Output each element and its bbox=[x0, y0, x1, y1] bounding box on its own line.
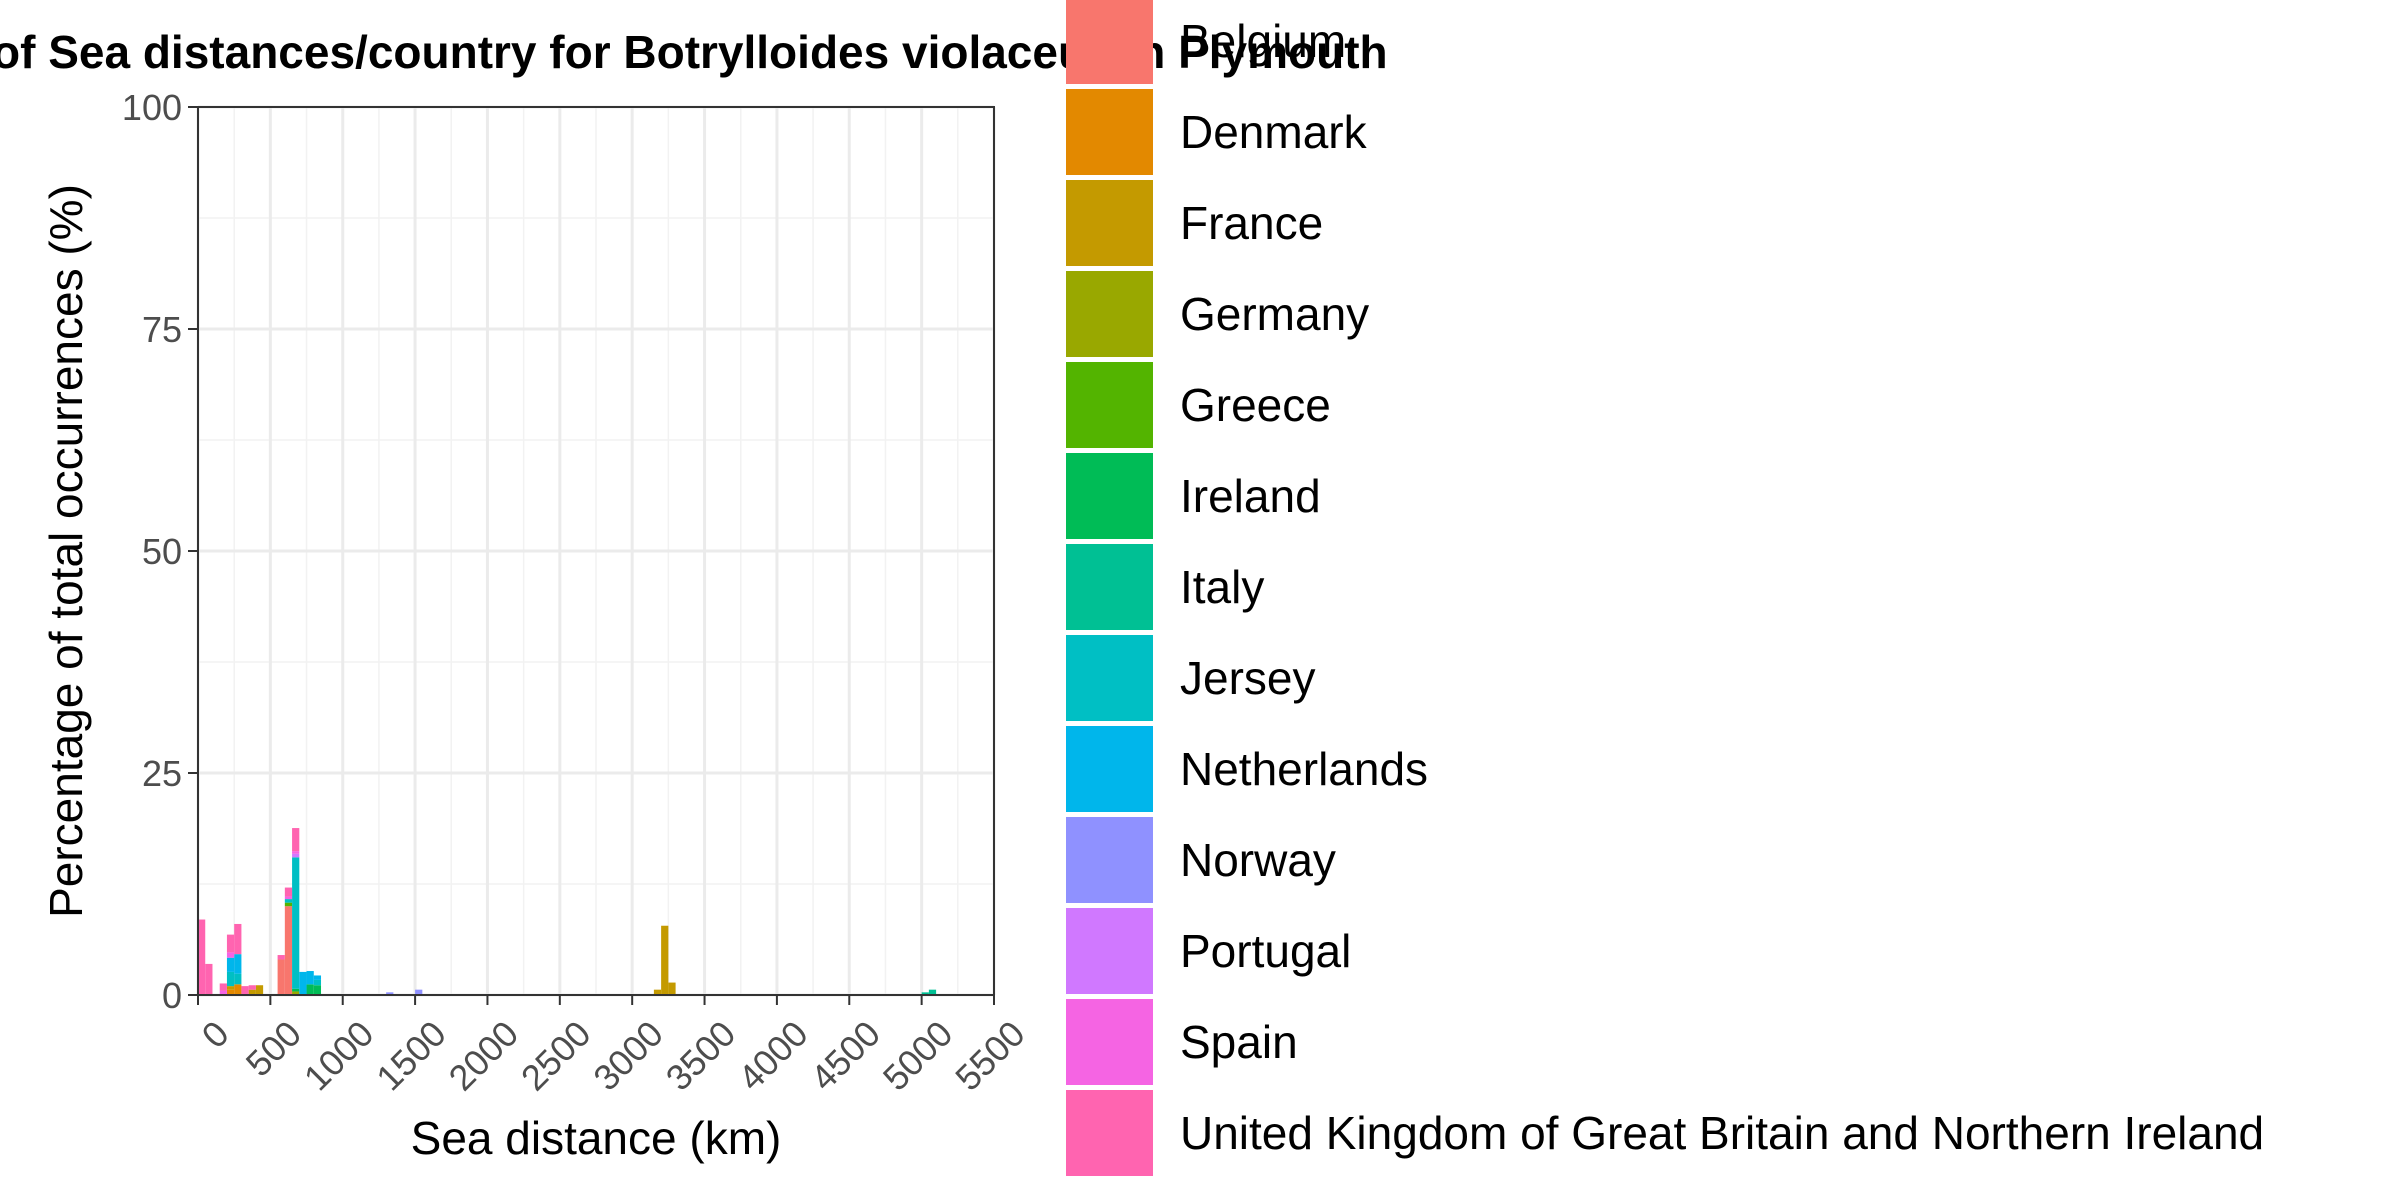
y-tick-label: 75 bbox=[142, 309, 182, 350]
bar bbox=[306, 984, 314, 995]
legend-label: Italy bbox=[1180, 561, 1264, 613]
bar bbox=[306, 971, 314, 985]
legend-label: Ireland bbox=[1180, 470, 1321, 522]
bars bbox=[198, 828, 937, 995]
bar bbox=[226, 989, 235, 995]
bar bbox=[234, 984, 242, 995]
bar bbox=[226, 986, 235, 990]
y-tick-label: 0 bbox=[162, 975, 182, 1016]
bar bbox=[234, 954, 242, 974]
legend-key bbox=[1066, 180, 1153, 266]
legend-label: Portugal bbox=[1180, 925, 1351, 977]
bar bbox=[205, 963, 213, 995]
legend-label: Belgium bbox=[1180, 15, 1346, 67]
bar bbox=[255, 985, 264, 995]
y-tick-label: 25 bbox=[142, 753, 182, 794]
legend-key bbox=[1066, 544, 1153, 630]
bar bbox=[292, 828, 300, 852]
legend-key bbox=[1066, 908, 1153, 994]
legend-key bbox=[1066, 726, 1153, 812]
bar bbox=[313, 975, 322, 980]
bar bbox=[219, 983, 227, 991]
x-axis-title: Sea distance (km) bbox=[411, 1112, 782, 1164]
bar bbox=[292, 853, 300, 858]
legend-key bbox=[1066, 1090, 1153, 1176]
bar bbox=[226, 934, 235, 953]
bar bbox=[277, 959, 285, 995]
bar bbox=[313, 979, 322, 986]
y-tick-label: 100 bbox=[122, 87, 182, 128]
legend-label: France bbox=[1180, 197, 1323, 249]
legend-key bbox=[1066, 362, 1153, 448]
bar bbox=[234, 973, 242, 985]
bar bbox=[284, 896, 293, 900]
y-tick-label: 50 bbox=[142, 531, 182, 572]
legend-label: Netherlands bbox=[1180, 743, 1428, 795]
bar bbox=[386, 992, 394, 995]
legend-key bbox=[1066, 89, 1153, 175]
bar bbox=[415, 989, 423, 995]
bar bbox=[241, 986, 249, 995]
bar bbox=[219, 990, 227, 995]
bar bbox=[277, 955, 285, 960]
legend-key bbox=[1066, 635, 1153, 721]
legend-key bbox=[1066, 0, 1153, 84]
bar bbox=[668, 982, 676, 995]
bar bbox=[284, 887, 293, 897]
legend-label: Denmark bbox=[1180, 106, 1368, 158]
bar bbox=[313, 985, 322, 995]
bar bbox=[299, 971, 307, 995]
bar bbox=[921, 992, 929, 995]
bar bbox=[198, 919, 206, 995]
legend-label: Germany bbox=[1180, 288, 1369, 340]
y-axis-title: Percentage of total occurrences (%) bbox=[40, 184, 92, 918]
bar bbox=[661, 925, 669, 995]
bar bbox=[292, 988, 300, 992]
legend-key bbox=[1066, 453, 1153, 539]
bar bbox=[292, 851, 300, 854]
bar bbox=[653, 989, 662, 995]
legend-label: Jersey bbox=[1180, 652, 1315, 704]
bar bbox=[234, 923, 242, 955]
axes: 0 500100015002000250030003500400045005000… bbox=[122, 87, 1033, 1098]
bar bbox=[226, 952, 235, 958]
bar bbox=[248, 989, 256, 995]
chart-title: of Sea distances/country for Botrylloide… bbox=[0, 26, 1388, 78]
bar bbox=[292, 857, 300, 989]
legend-key bbox=[1066, 817, 1153, 903]
legend-key bbox=[1066, 271, 1153, 357]
bar bbox=[292, 991, 300, 995]
bar bbox=[248, 985, 256, 990]
bar bbox=[284, 906, 293, 995]
bar bbox=[928, 989, 937, 995]
bar bbox=[284, 902, 293, 907]
legend-key bbox=[1066, 999, 1153, 1085]
legend-label: Greece bbox=[1180, 379, 1331, 431]
legend-label: Spain bbox=[1180, 1016, 1298, 1068]
bar bbox=[284, 899, 293, 903]
bar bbox=[226, 971, 235, 987]
legend-label: United Kingdom of Great Britain and Nort… bbox=[1180, 1107, 2264, 1159]
bar bbox=[226, 957, 235, 972]
legend: Belgium Denmark France Germany Greece Ireland… bbox=[1066, 0, 2264, 1176]
legend-label: Norway bbox=[1180, 834, 1336, 886]
